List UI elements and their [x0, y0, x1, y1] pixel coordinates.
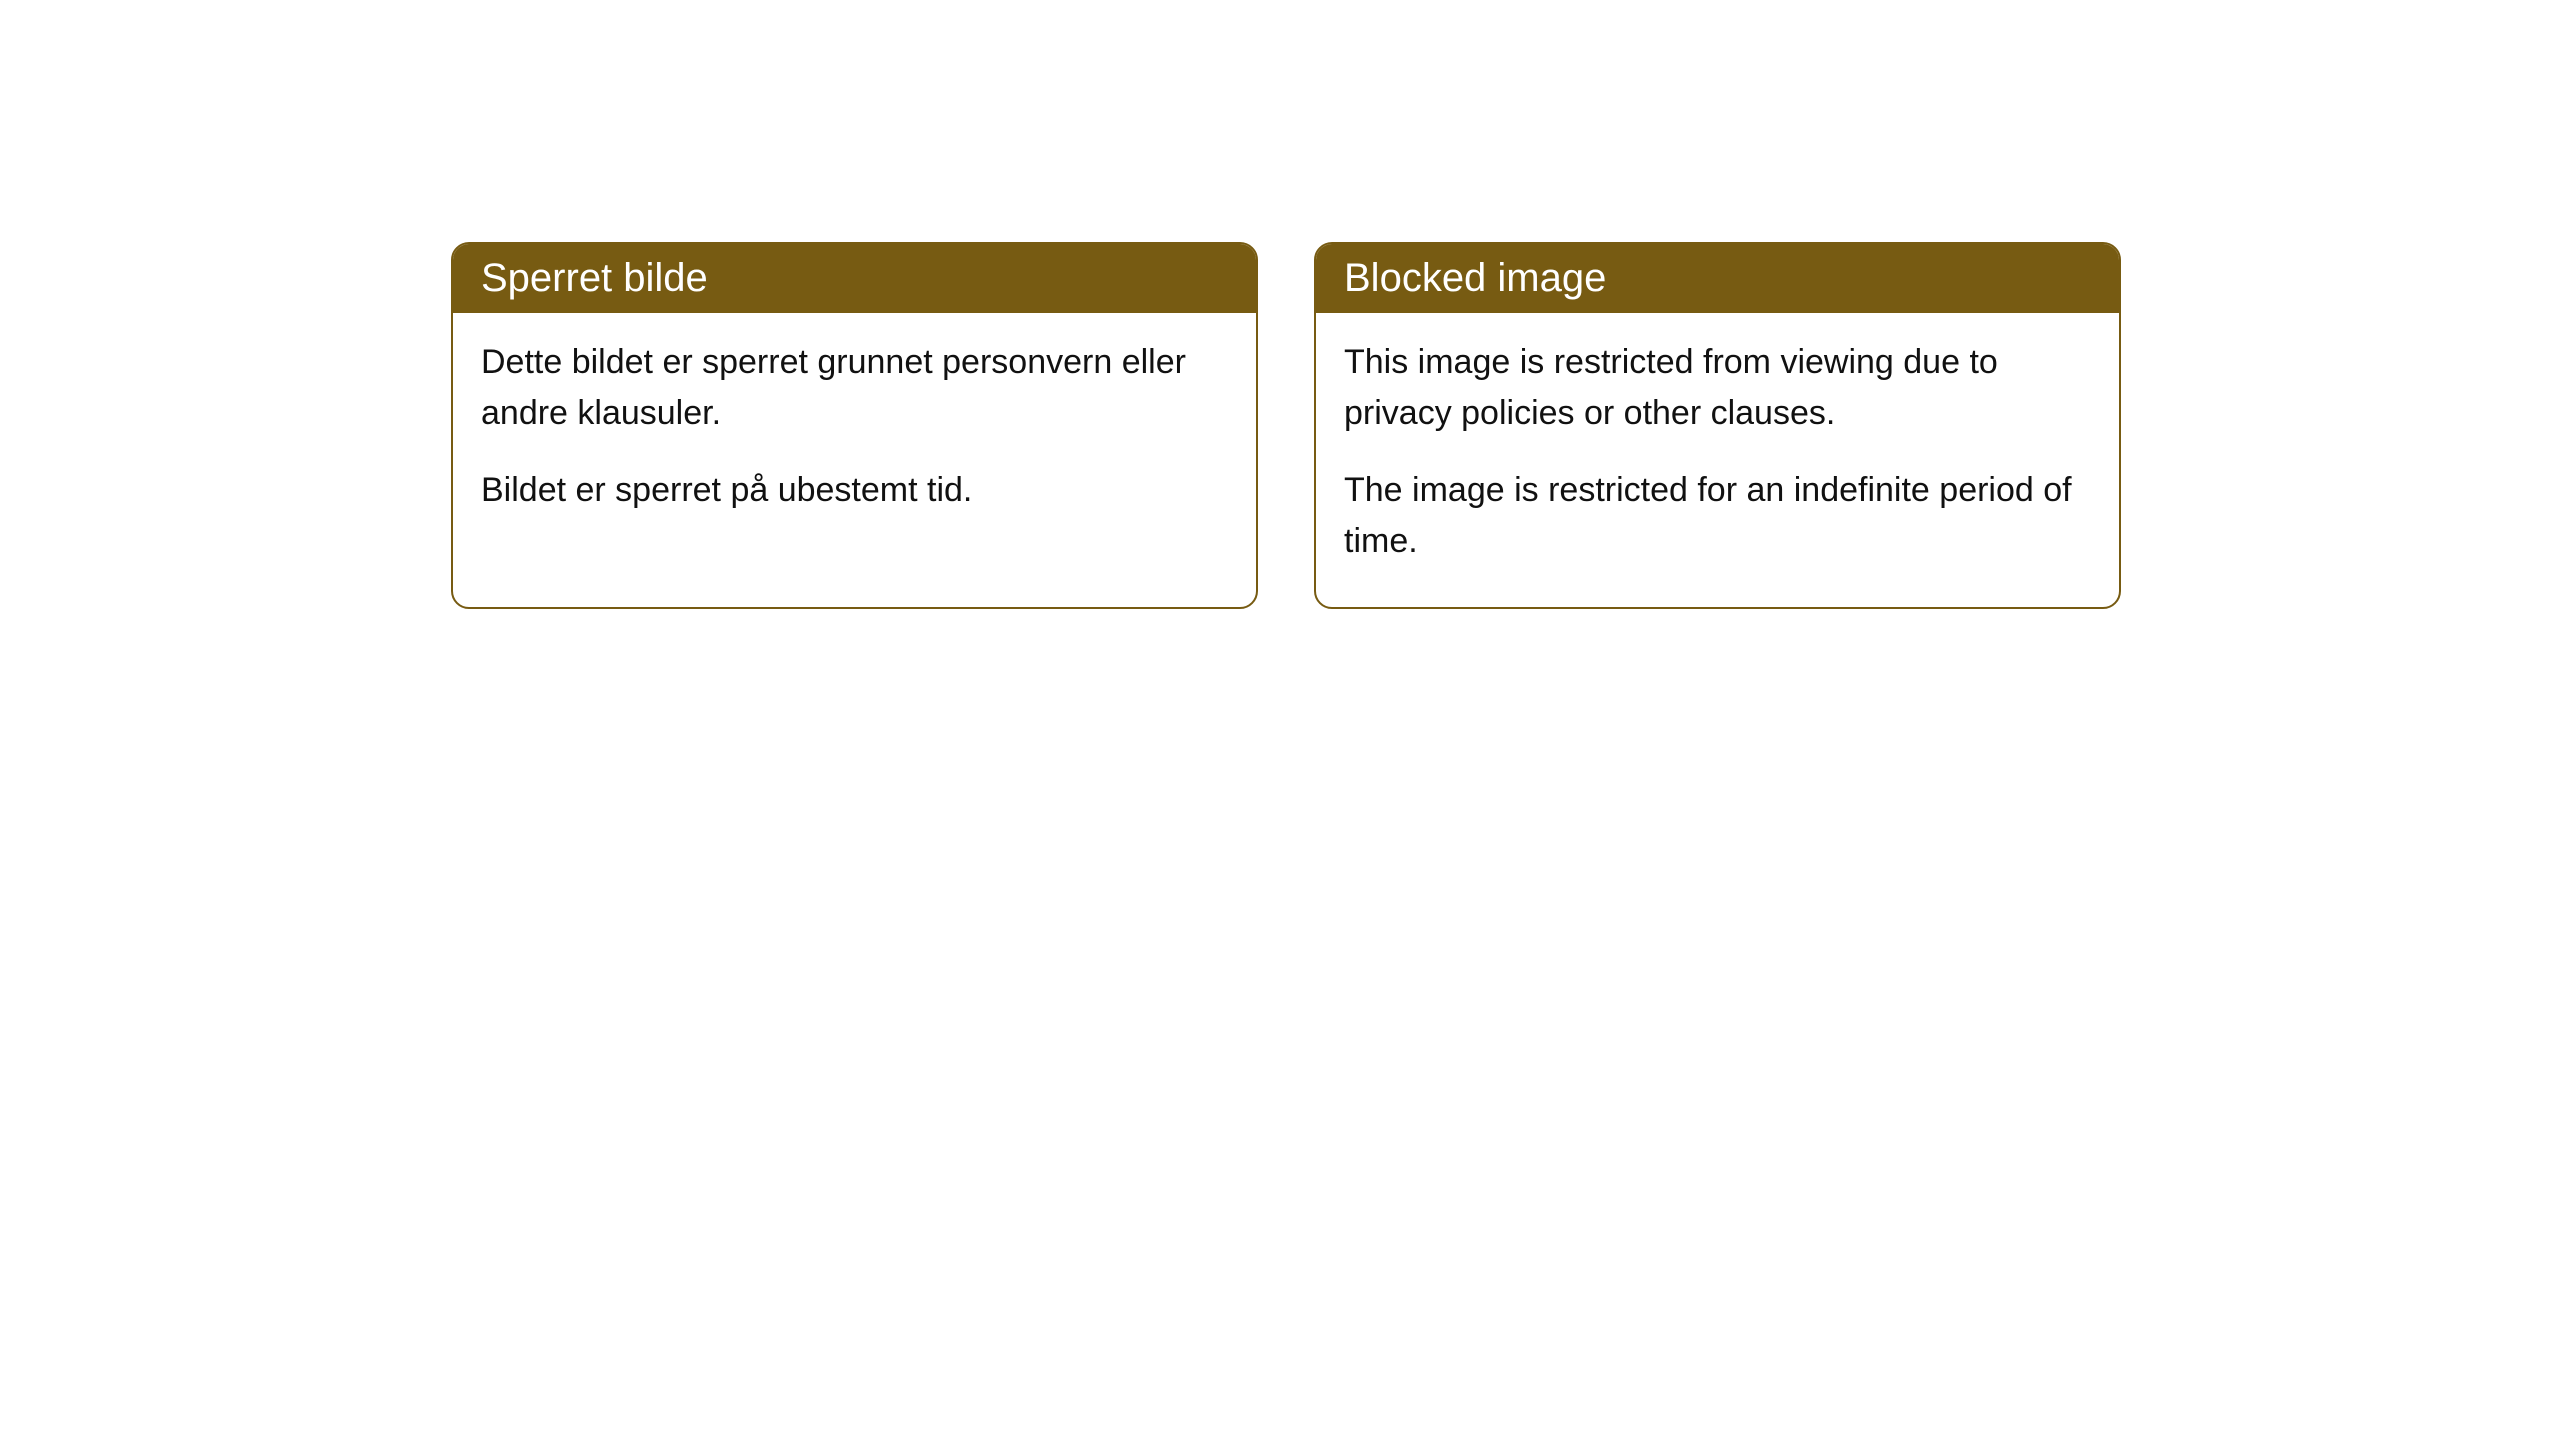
card-body-no: Dette bildet er sperret grunnet personve… [453, 313, 1256, 556]
card-text-no-1: Dette bildet er sperret grunnet personve… [481, 337, 1228, 439]
card-title-no: Sperret bilde [481, 256, 708, 300]
card-header-en: Blocked image [1316, 244, 2119, 313]
card-text-en-2: The image is restricted for an indefinit… [1344, 465, 2091, 567]
card-header-no: Sperret bilde [453, 244, 1256, 313]
card-title-en: Blocked image [1344, 256, 1606, 300]
blocked-image-card-no: Sperret bilde Dette bildet er sperret gr… [451, 242, 1258, 609]
card-text-en-1: This image is restricted from viewing du… [1344, 337, 2091, 439]
blocked-image-card-en: Blocked image This image is restricted f… [1314, 242, 2121, 609]
card-body-en: This image is restricted from viewing du… [1316, 313, 2119, 607]
card-text-no-2: Bildet er sperret på ubestemt tid. [481, 465, 1228, 516]
cards-container: Sperret bilde Dette bildet er sperret gr… [451, 242, 2121, 609]
